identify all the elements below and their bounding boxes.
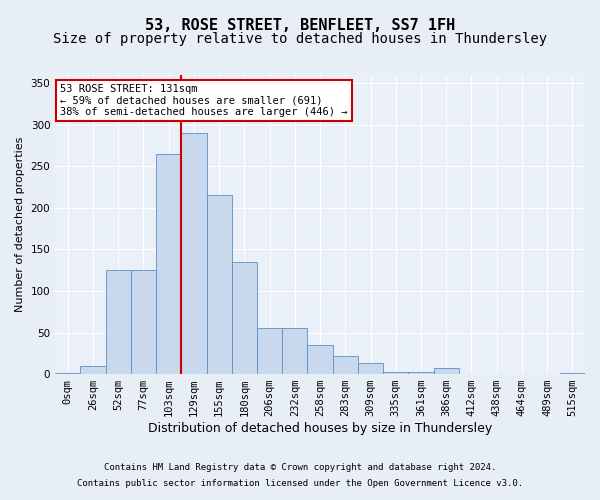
Bar [257,328,282,374]
Text: 53, ROSE STREET, BENFLEET, SS7 1FH: 53, ROSE STREET, BENFLEET, SS7 1FH [145,18,455,32]
Text: Size of property relative to detached houses in Thundersley: Size of property relative to detached ho… [53,32,547,46]
Text: Contains public sector information licensed under the Open Government Licence v3: Contains public sector information licen… [77,478,523,488]
Text: 53 ROSE STREET: 131sqm
← 59% of detached houses are smaller (691)
38% of semi-de: 53 ROSE STREET: 131sqm ← 59% of detached… [61,84,348,117]
Y-axis label: Number of detached properties: Number of detached properties [15,137,25,312]
Bar [131,270,156,374]
Bar [434,368,459,374]
Bar [358,364,383,374]
Bar [206,196,232,374]
Bar [181,133,206,374]
Bar [106,270,131,374]
Bar [332,356,358,374]
Bar [307,345,332,374]
Bar [383,372,409,374]
X-axis label: Distribution of detached houses by size in Thundersley: Distribution of detached houses by size … [148,422,492,435]
Bar [156,154,181,374]
Text: Contains HM Land Registry data © Crown copyright and database right 2024.: Contains HM Land Registry data © Crown c… [104,464,496,472]
Bar [409,372,434,374]
Bar [232,262,257,374]
Bar [80,366,106,374]
Bar [282,328,307,374]
